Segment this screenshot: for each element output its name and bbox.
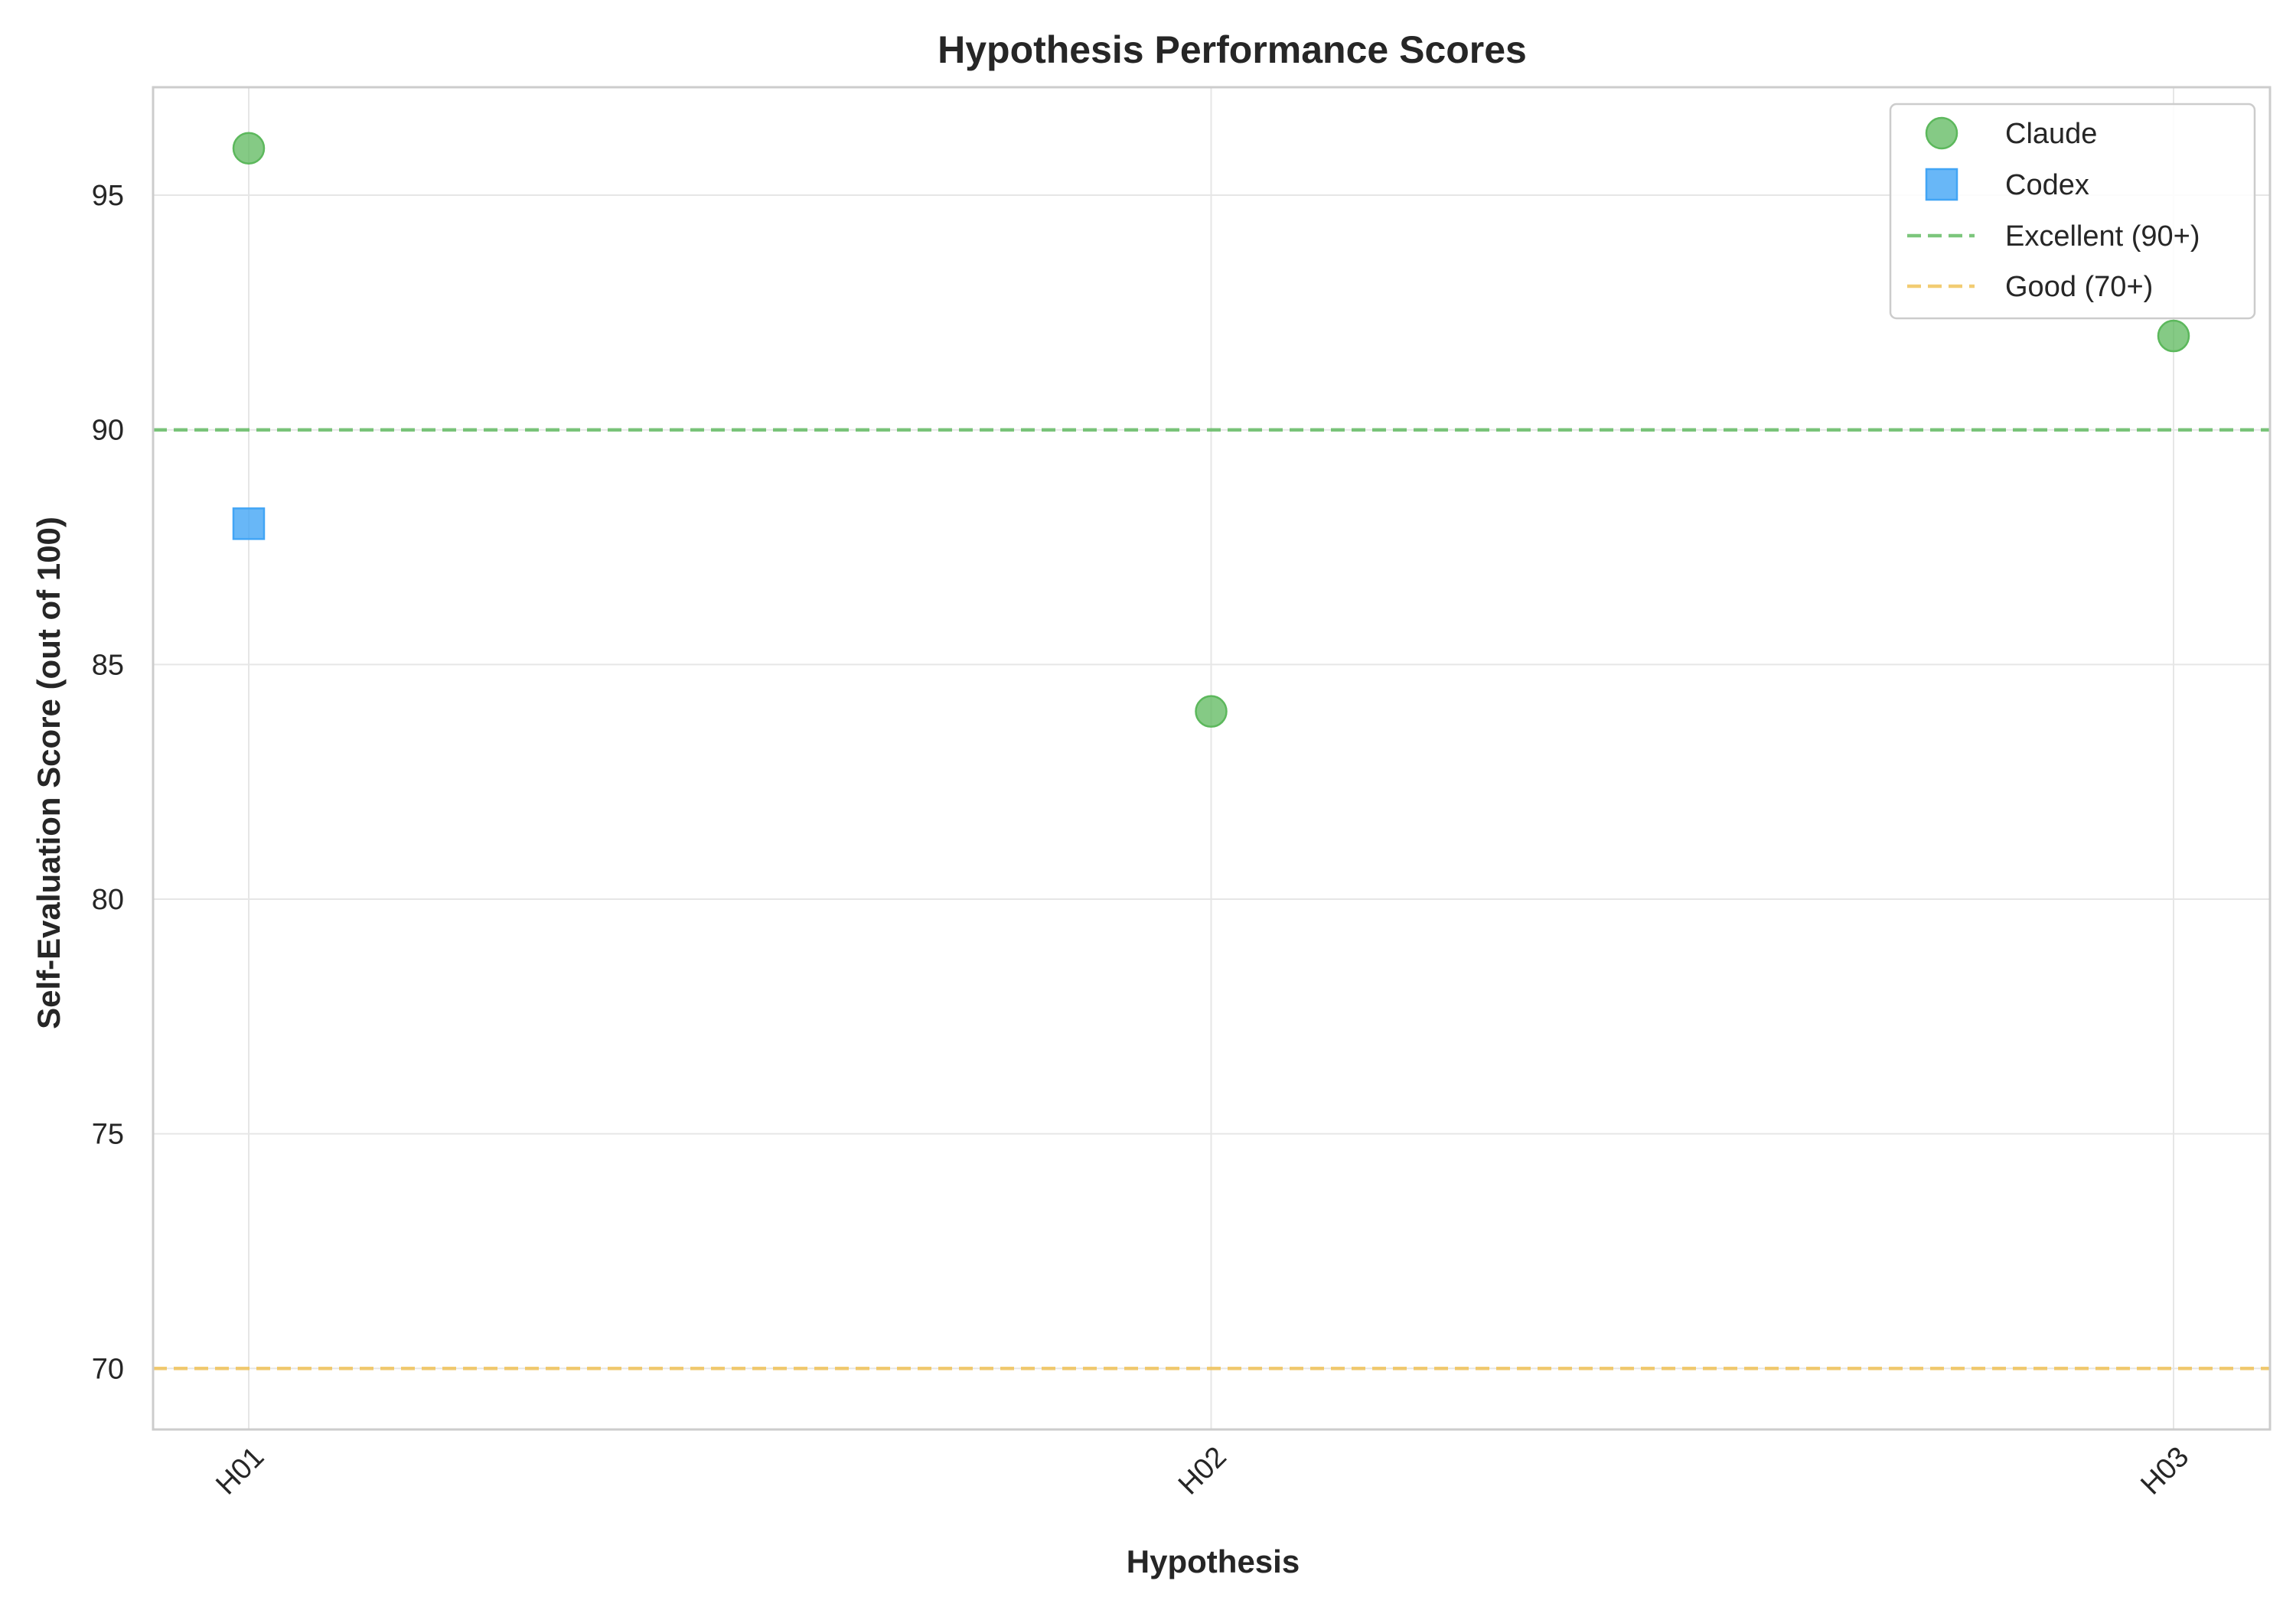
legend-marker-codex [1925,168,1958,201]
y-tick-label: 75 [92,1119,124,1151]
plot-frame [152,86,2272,1431]
x-axis-label: Hypothesis [1127,1543,1300,1579]
data-point-claude [2157,319,2190,353]
data-point-codex [232,507,266,540]
x-tick-label: H01 [210,1441,270,1501]
y-tick-label: 80 [92,884,124,916]
data-point-claude [1195,695,1228,728]
legend-label: Claude [2005,118,2097,150]
legend-marker-claude [1925,116,1958,150]
legend-label: Good (70+) [2005,271,2153,303]
legend: Claude Codex Excellent (90+) Good (70+) [1889,103,2256,320]
x-tick-label: H03 [2135,1441,2195,1501]
chart-title: Hypothesis Performance Scores [938,28,1527,71]
y-tick-label: 85 [92,649,124,681]
legend-label: Excellent (90+) [2005,220,2200,253]
y-tick-label: 90 [92,415,124,447]
y-tick-label: 70 [92,1353,124,1385]
data-point-claude [232,132,266,165]
legend-label: Codex [2005,169,2089,201]
y-axis-label: Self-Evaluation Score (out of 100) [31,517,67,1029]
plot-area: 70 75 80 85 90 95 H01 H02 H03 [92,86,2272,1501]
y-tick-label: 95 [92,180,124,212]
x-tick-label: H02 [1172,1441,1233,1501]
legend-box [1889,103,2256,320]
